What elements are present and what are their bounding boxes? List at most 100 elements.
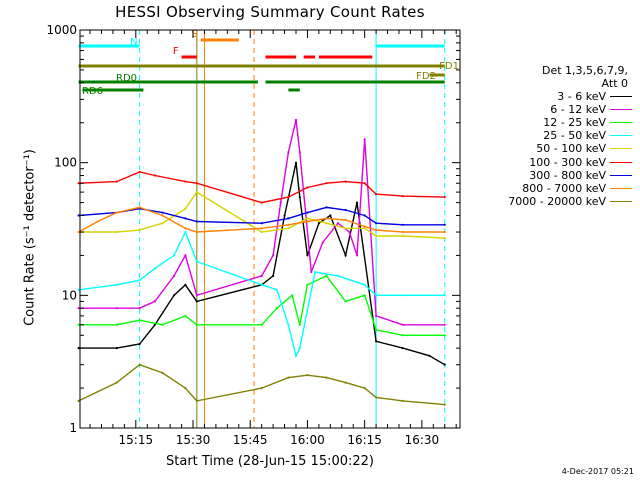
series-6-point-10 xyxy=(344,208,347,212)
series-3-point-10 xyxy=(294,354,298,357)
legend-entry: 300 - 800 keV xyxy=(474,169,634,182)
legend: Det 1,3,5,6,7,9, Att 0 3 - 6 keV 6 - 12 k… xyxy=(474,64,634,208)
series-3-point-17 xyxy=(443,294,446,297)
series-5-point-1 xyxy=(115,180,118,183)
series-5-point-2 xyxy=(138,170,141,174)
flag-label-rd0: RD0 xyxy=(116,73,137,84)
series-8-point-8 xyxy=(306,374,309,377)
series-3-point-7 xyxy=(260,283,263,286)
series-8-point-5 xyxy=(195,399,198,402)
legend-entry: 7000 - 20000 keV xyxy=(474,195,634,208)
series-7-point-1 xyxy=(96,220,99,223)
series-4-point-12 xyxy=(375,234,378,238)
series-6-point-4 xyxy=(184,217,187,220)
series-0-point-20 xyxy=(443,363,446,366)
series-2-point-16 xyxy=(443,334,446,337)
series-6-point-7 xyxy=(287,217,290,220)
chart-title: HESSI Observing Summary Count Rates xyxy=(115,3,425,21)
series-4-point-4 xyxy=(184,207,187,210)
series-1-point-3 xyxy=(153,300,156,303)
series-0-point-2 xyxy=(138,342,141,346)
series-1-point-4 xyxy=(172,274,176,277)
series-1-point-5 xyxy=(184,254,187,257)
flag-label-rd6: RD6 xyxy=(82,86,103,97)
series-2-point-1 xyxy=(115,323,118,326)
series-4-point-6 xyxy=(260,230,263,234)
series-4-point-10 xyxy=(344,227,347,230)
series-6-point-12 xyxy=(375,222,378,225)
series-2-point-12 xyxy=(344,300,347,303)
series-8-point-3 xyxy=(161,371,164,374)
legend-entry-swatch xyxy=(610,161,632,163)
series-3-point-8 xyxy=(275,288,278,291)
series-2-point-2 xyxy=(138,319,141,322)
legend-entry: 100 - 300 keV xyxy=(474,155,634,169)
series-4-point-2 xyxy=(138,229,141,232)
y-axis-label: Count Rate (s⁻¹ detector⁻¹) xyxy=(22,149,38,326)
series-5-point-8 xyxy=(306,186,309,189)
series-1-point-17 xyxy=(355,254,359,257)
series-0-point-12 xyxy=(306,254,309,257)
series-6-point-6 xyxy=(260,222,263,225)
series-6-point-11 xyxy=(363,214,366,217)
x-tick-label-1630: 16:30 xyxy=(405,433,440,447)
series-2-point-15 xyxy=(401,334,404,337)
series-1-point-12 xyxy=(298,151,301,154)
series-0-point-1 xyxy=(115,347,118,350)
series-1-point-21 xyxy=(443,323,446,326)
series-0-point-0 xyxy=(77,347,80,350)
series-2-point-7 xyxy=(275,307,278,310)
series-line-7 xyxy=(78,206,445,233)
series-3-point-6 xyxy=(195,260,198,263)
series-7-point-9 xyxy=(306,220,309,223)
flag-label-n: N xyxy=(130,37,137,48)
legend-entry: 6 - 12 keV xyxy=(474,103,634,116)
legend-entry: 3 - 6 keV xyxy=(474,90,634,103)
x-tick-label-1615: 16:15 xyxy=(347,433,382,447)
series-7-point-2 xyxy=(115,211,118,214)
series-5-point-0 xyxy=(77,182,80,185)
series-3-point-15 xyxy=(375,294,378,297)
series-line-1 xyxy=(78,119,445,326)
series-2-point-11 xyxy=(325,274,328,277)
series-6-point-0 xyxy=(77,214,80,217)
series-0-point-11 xyxy=(298,196,301,199)
legend-entry: 800 - 7000 keV xyxy=(474,182,634,195)
legend-header-line2: Att 0 xyxy=(601,77,628,90)
series-0-point-17 xyxy=(375,340,378,343)
series-7-point-15 xyxy=(443,230,446,234)
series-3-point-3 xyxy=(153,267,156,270)
series-5-point-11 xyxy=(363,182,366,185)
series-7-point-8 xyxy=(287,223,290,226)
series-6-point-5 xyxy=(195,220,198,223)
series-4-point-3 xyxy=(161,222,164,225)
legend-entry-label: 3 - 6 keV xyxy=(557,90,606,104)
legend-entry-swatch xyxy=(610,148,632,150)
plot-frame xyxy=(79,29,461,429)
y-tick-label-1: 1 xyxy=(69,421,77,435)
series-0-point-14 xyxy=(329,214,332,217)
series-3-point-16 xyxy=(401,294,404,297)
series-8-point-9 xyxy=(325,376,328,379)
series-4-point-14 xyxy=(443,237,446,240)
series-1-point-11 xyxy=(294,118,298,121)
legend-entry-label: 100 - 300 keV xyxy=(529,155,606,169)
series-0-point-10 xyxy=(294,161,298,164)
series-8-point-2 xyxy=(138,363,141,366)
legend-entry-label: 7000 - 20000 keV xyxy=(508,194,606,208)
series-6-point-8 xyxy=(306,211,309,214)
x-tick-label-1530: 15:30 xyxy=(176,433,211,447)
series-1-point-2 xyxy=(138,307,141,310)
series-0-point-19 xyxy=(428,354,431,357)
series-5-point-14 xyxy=(443,196,446,199)
series-2-point-10 xyxy=(306,283,309,286)
legend-entry: 25 - 50 keV xyxy=(474,129,634,142)
legend-entry-label: 12 - 25 keV xyxy=(543,116,606,130)
series-3-point-13 xyxy=(336,274,340,277)
series-1-point-6 xyxy=(195,294,198,297)
y-tick-label-10: 10 xyxy=(62,288,77,302)
y-tick-label-1000: 1000 xyxy=(46,23,77,37)
series-8-point-4 xyxy=(184,387,187,390)
series-8-point-13 xyxy=(401,399,404,402)
x-tick-label-1515: 15:15 xyxy=(119,433,154,447)
